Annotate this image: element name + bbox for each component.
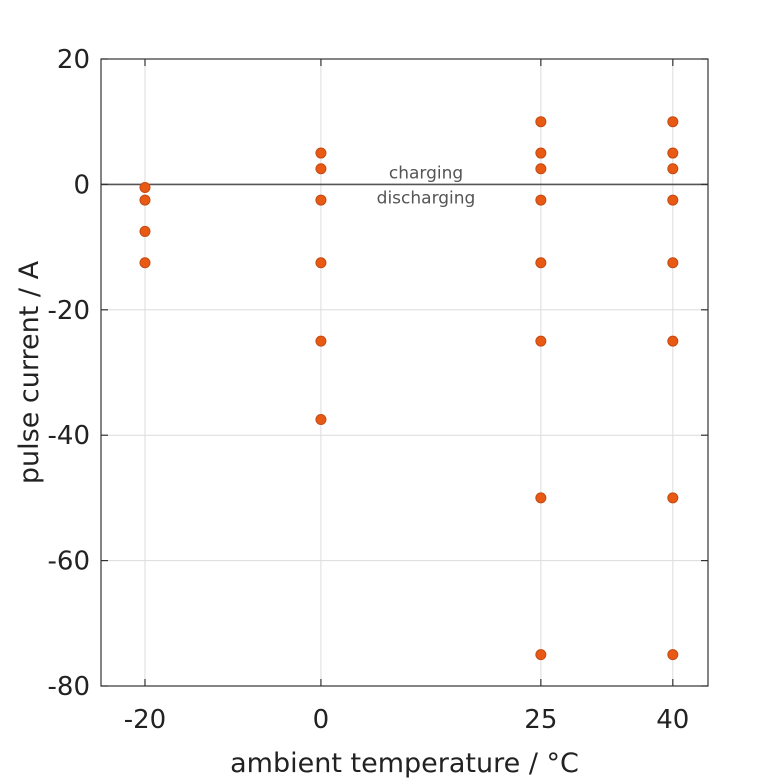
data-point <box>535 163 547 175</box>
data-point <box>535 649 547 661</box>
data-point <box>667 649 679 661</box>
data-point <box>535 194 547 206</box>
data-point <box>667 163 679 175</box>
y-tick-label: -60 <box>48 547 90 577</box>
data-point <box>535 147 547 159</box>
data-point <box>139 182 151 194</box>
data-point <box>139 194 151 206</box>
y-tick-label: -20 <box>48 296 90 326</box>
x-tick-label: -20 <box>124 705 166 735</box>
x-axis-title: ambient temperature / °C <box>230 748 579 779</box>
data-point <box>139 257 151 269</box>
data-point <box>535 335 547 347</box>
y-axis-title: pulse current / A <box>14 260 45 484</box>
axis-ticks <box>101 58 708 687</box>
data-point <box>535 492 547 504</box>
data-point <box>667 116 679 128</box>
x-tick-label: 40 <box>656 705 689 735</box>
annotations: charging discharging <box>377 163 476 208</box>
x-tick-labels: -20 0 25 40 <box>124 705 690 735</box>
data-points <box>139 116 679 661</box>
data-point <box>667 147 679 159</box>
data-point <box>535 116 547 128</box>
data-point <box>315 257 327 269</box>
data-point <box>667 257 679 269</box>
data-point <box>667 335 679 347</box>
data-point <box>667 194 679 206</box>
y-tick-label: -40 <box>48 421 90 451</box>
discharging-annotation: discharging <box>377 188 476 208</box>
y-tick-label: 20 <box>57 45 90 75</box>
data-point <box>315 147 327 159</box>
data-point <box>667 492 679 504</box>
data-point <box>315 163 327 175</box>
plot-frame <box>100 58 709 687</box>
charging-annotation: charging <box>389 163 463 183</box>
x-tick-label: 0 <box>313 705 330 735</box>
data-point <box>315 414 327 426</box>
y-tick-labels: 20 0 -20 -40 -60 -80 <box>48 45 90 702</box>
x-tick-label: 25 <box>524 705 557 735</box>
y-tick-label: -80 <box>48 672 90 702</box>
grid <box>101 58 708 687</box>
data-point <box>315 335 327 347</box>
y-tick-label: 0 <box>73 170 90 200</box>
data-point <box>139 225 151 237</box>
data-point <box>535 257 547 269</box>
data-point <box>315 194 327 206</box>
